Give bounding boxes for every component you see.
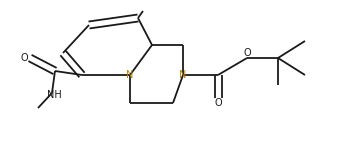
Text: O: O: [20, 53, 28, 63]
Text: O: O: [243, 48, 251, 58]
Text: NH: NH: [47, 90, 61, 100]
Text: N: N: [179, 70, 187, 80]
Text: N: N: [126, 70, 134, 80]
Text: O: O: [214, 98, 222, 108]
